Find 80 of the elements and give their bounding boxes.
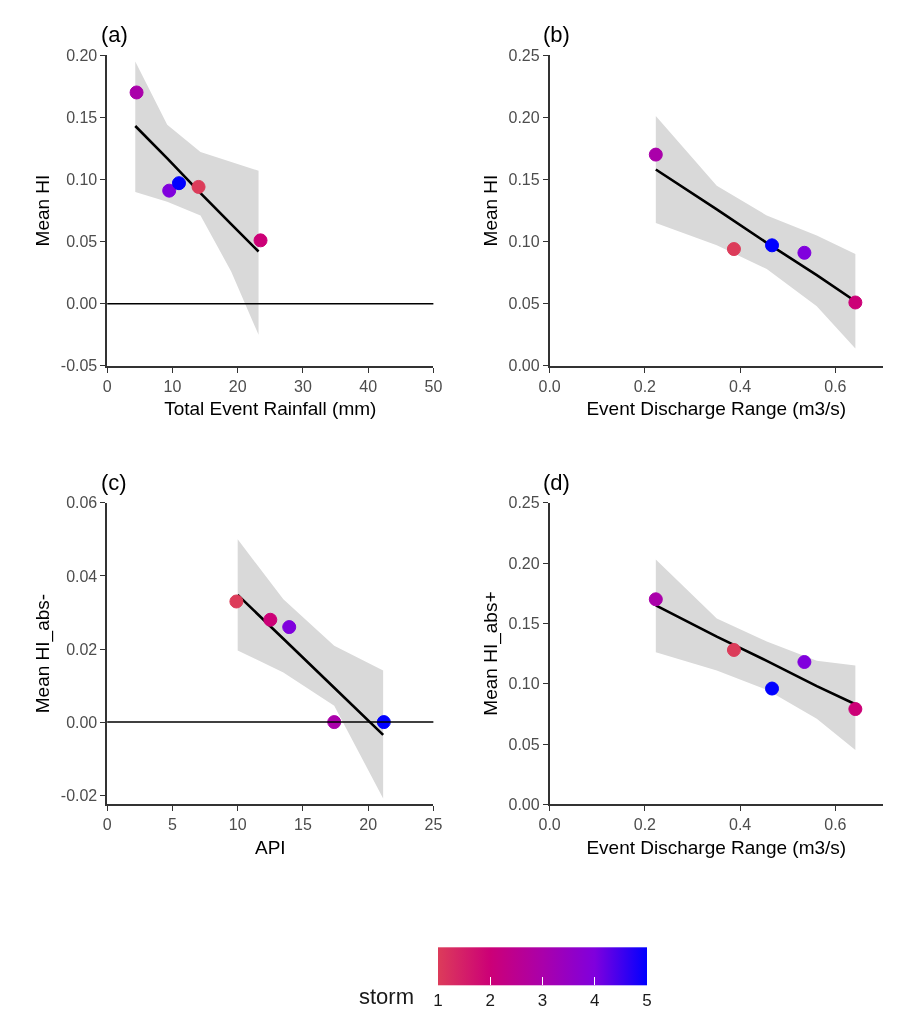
chart-title: (a) <box>101 22 128 47</box>
point <box>726 642 741 657</box>
point <box>171 176 186 191</box>
y-axis-title: Mean HI_abs+ <box>479 591 502 716</box>
y-tick-label: 0.15 <box>66 108 98 126</box>
y-tick-label: 0.00 <box>508 795 540 813</box>
x-tick-label: 0.0 <box>538 377 561 395</box>
y-tick-label: 0.20 <box>508 108 540 126</box>
y-tick-label: 0.25 <box>508 46 540 64</box>
y-tick-label: 0.10 <box>508 675 540 693</box>
y-axis-title: Mean HI_abs- <box>32 593 55 714</box>
y-axis-title: Mean HI <box>32 174 54 247</box>
y-tick-label: 0.10 <box>66 171 98 189</box>
x-tick-label: 0.0 <box>538 816 561 834</box>
x-tick-label: 15 <box>294 816 312 834</box>
point <box>162 183 177 198</box>
y-tick-label: 0.02 <box>66 640 98 658</box>
point <box>726 242 741 257</box>
x-tick-label: 0.6 <box>824 377 847 395</box>
point <box>848 702 863 717</box>
x-tick-label: 0.2 <box>633 377 657 395</box>
y-tick-label: 0.05 <box>508 295 540 313</box>
x-tick-label: 0.2 <box>633 816 657 834</box>
y-tick-label: 0.15 <box>508 171 540 189</box>
x-tick-label: 0 <box>102 816 112 834</box>
x-tick-label: 20 <box>228 377 247 395</box>
point <box>191 179 206 194</box>
point <box>797 245 812 260</box>
y-tick-label: -0.02 <box>60 786 98 804</box>
color-bar-label: 1 <box>433 991 443 1011</box>
point <box>797 655 812 670</box>
point <box>229 594 244 609</box>
x-axis-title: API <box>254 836 286 858</box>
y-tick-label: 0.05 <box>66 233 98 251</box>
y-axis-title: Mean HI <box>479 174 501 247</box>
chart-title: (d) <box>543 470 570 495</box>
x-tick-label: 5 <box>168 816 177 834</box>
chart-title: (c) <box>101 470 127 495</box>
point <box>263 612 278 627</box>
y-tick-label: 0.10 <box>508 233 540 251</box>
y-tick-label: 0.15 <box>508 615 540 633</box>
x-tick-label: 0.4 <box>728 816 752 834</box>
y-tick-label: 0.04 <box>66 567 98 585</box>
point <box>648 592 663 607</box>
point <box>848 295 863 310</box>
point <box>282 620 297 635</box>
y-tick-label: 0.05 <box>508 735 540 753</box>
line-series <box>133 124 260 253</box>
point <box>648 147 663 162</box>
color-bar-title: storm <box>359 984 414 1009</box>
color-bar-label: 5 <box>642 991 652 1011</box>
x-tick-label: 0.4 <box>728 377 752 395</box>
point <box>765 238 780 253</box>
y-tick-label: 0.00 <box>508 357 540 375</box>
x-tick-label: 40 <box>359 377 378 395</box>
color-bar-label: 3 <box>537 991 548 1011</box>
x-axis-title: Event Discharge Range (m3/s) <box>586 836 847 858</box>
x-axis-title: Event Discharge Range (m3/s) <box>586 398 847 420</box>
chart-title: (b) <box>543 22 570 47</box>
x-tick-label: 10 <box>163 377 182 395</box>
x-axis-title: Total Event Rainfall (mm) <box>164 398 377 420</box>
y-tick-label: 0.20 <box>66 46 98 64</box>
point <box>253 233 268 248</box>
y-tick-label: -0.05 <box>60 357 98 375</box>
y-tick-label: 0.00 <box>66 295 98 313</box>
y-tick-label: 0.00 <box>66 713 98 731</box>
x-tick-label: 10 <box>228 816 247 834</box>
point <box>765 681 780 696</box>
x-tick-label: 30 <box>294 377 312 395</box>
x-tick-label: 20 <box>359 816 378 834</box>
color-bar-label: 4 <box>589 991 600 1011</box>
point <box>129 85 144 100</box>
y-tick-label: 0.20 <box>508 554 540 572</box>
x-tick-label: 0 <box>102 377 112 395</box>
y-tick-label: 0.25 <box>508 494 540 512</box>
y-tick-label: 0.06 <box>66 494 98 512</box>
x-tick-label: 50 <box>424 377 443 395</box>
x-tick-label: 0.6 <box>824 816 847 834</box>
x-tick-label: 25 <box>424 816 443 834</box>
color-bar-label: 2 <box>485 991 495 1011</box>
